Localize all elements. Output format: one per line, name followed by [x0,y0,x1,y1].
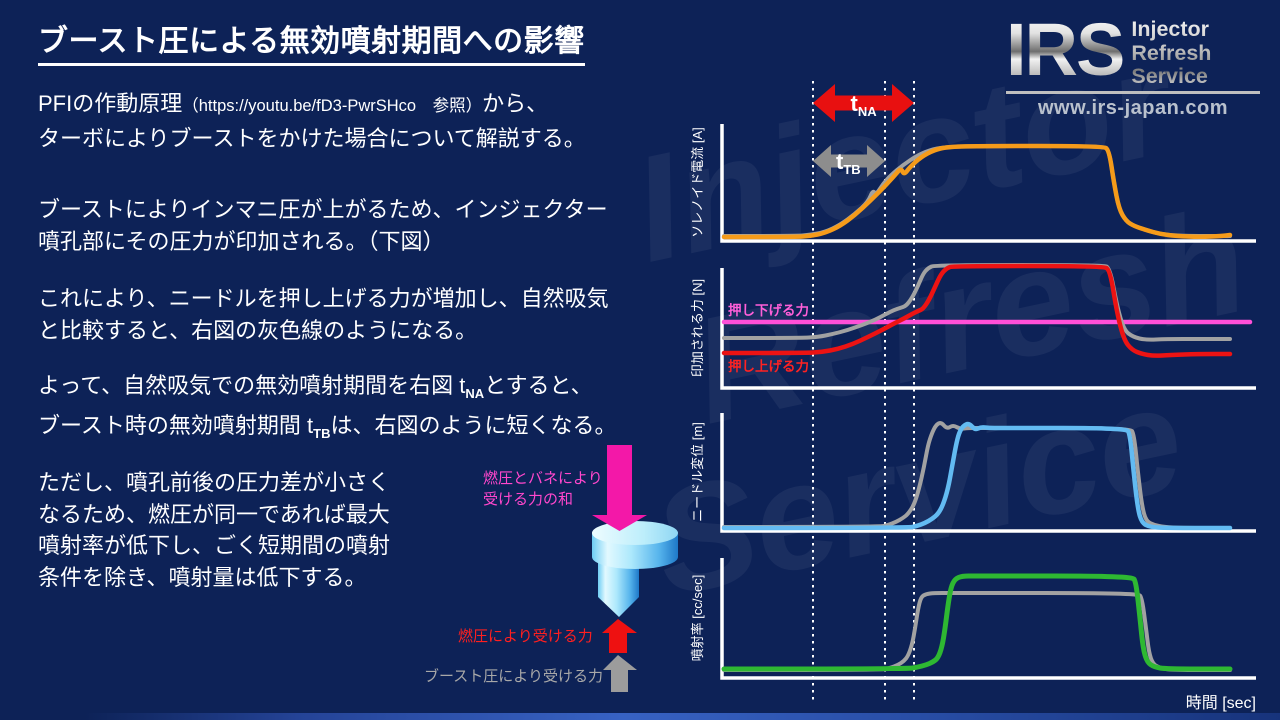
paragraph-invalid-period: よって、自然吸気での無効噴射期間を右図 tNAとすると、 ブースト時の無効噴射期… [38,370,617,449]
youtube-url: （https://youtu.be/fD3-PwrSHco 参照） [182,97,483,115]
applied-force-force-label-1: 押し上げる力 [728,358,809,374]
p4-text: は、右図のように短くなる。 [330,412,617,438]
down-force-arrow [592,445,647,531]
tTB-duration-arrow [813,145,885,177]
paragraph-injection-rate: ただし、噴孔前後の圧力差が小さく なるため、燃圧が同一であれば最大 噴射率が低下… [38,470,391,590]
p1-line2: ターボによりブーストをかけた場合について解説する。 [38,125,586,151]
irs-logo: IRS Injector Refresh Service www.irs-jap… [1006,12,1260,120]
p4-text: とすると、 [484,373,593,398]
applied-force-series-push-up-force-boost [722,263,1232,342]
boost-force-arrow [603,655,637,692]
tNA-label: tNA [851,91,878,119]
p1-text-after: から、 [482,91,549,116]
solenoid-current-series-natural-aspiration [721,143,1233,240]
p4-text: よって、自然吸気での無効噴射期間を右図 t [38,373,466,398]
tNA-duration-arrow [813,84,914,122]
solenoid-current-series-boost [722,144,1232,238]
injector-diagram: 燃圧とバネにより 受ける力の和 燃圧により受ける力 ブースト圧により受ける力 [424,445,678,692]
charts-panel: ソレノイド電流 [A] 印加される力 [N] 押し下げる力押し上げる力ニードル変位 … [690,81,1256,712]
logo-word-refresh: Refresh [1131,40,1212,65]
applied-force-axis [720,268,1256,390]
applied-force-series-push-up-force-na [721,263,1233,358]
injection-rate-ylabel: 噴射率 [cc/sec] [690,575,705,662]
injection-rate-series-natural-aspiration [721,573,1233,672]
page-title: ブースト圧による無効噴射期間への影響 [38,16,585,66]
solenoid-current-ylabel: ソレノイド電流 [A] [690,127,705,238]
applied-force-force-label-0: 押し下げる力 [728,302,809,318]
time-axis-label: 時間 [sec] [1186,694,1256,712]
logo-divider [1006,90,1260,94]
solenoid-current-axis [720,124,1256,243]
p4-text: ブースト時の無効噴射期間 t [38,412,314,438]
tTB-label: tTB [836,149,861,177]
injection-rate-axis [720,558,1256,680]
fuel-force-label: 燃圧により受ける力 [458,627,593,645]
boost-force-label: ブースト圧により受ける力 [424,667,603,685]
down-force-label-line2: 受ける力の和 [483,491,573,508]
applied-force-ylabel: 印加される力 [N] [690,279,705,377]
needle-flange [592,521,678,569]
logo-word-injector: Injector [1131,17,1210,41]
logo-initials: IRS [1006,8,1125,91]
paragraph-intro: PFIの作動原理（https://youtu.be/fD3-PwrSHco 参照… [38,88,586,154]
tna-subscript: NA [465,386,485,401]
needle-lift-series-boost [722,421,1232,530]
needle-lift-axis [720,413,1256,533]
paragraph-needle-force: これにより、ニードルを押し上げる力が増加し、自然吸気 と比較すると、右図の灰色線… [38,286,609,343]
down-force-label-line1: 燃圧とバネにより [483,469,603,487]
injection-rate-series-boost [722,590,1232,672]
logo-url: www.irs-japan.com [1037,96,1229,119]
ttb-subscript: TB [313,425,331,441]
paragraph-boost-pressure: ブーストによりインマニ圧が上がるため、インジェクター 噴孔部にその圧力が印加され… [38,197,608,254]
p1-text: PFIの作動原理 [38,91,183,116]
needle-lift-ylabel: ニードル変位 [m] [690,422,705,522]
fuel-force-arrow [602,619,637,653]
bottom-accent-bar [85,713,1280,720]
needle-lift-series-natural-aspiration [721,421,1233,531]
